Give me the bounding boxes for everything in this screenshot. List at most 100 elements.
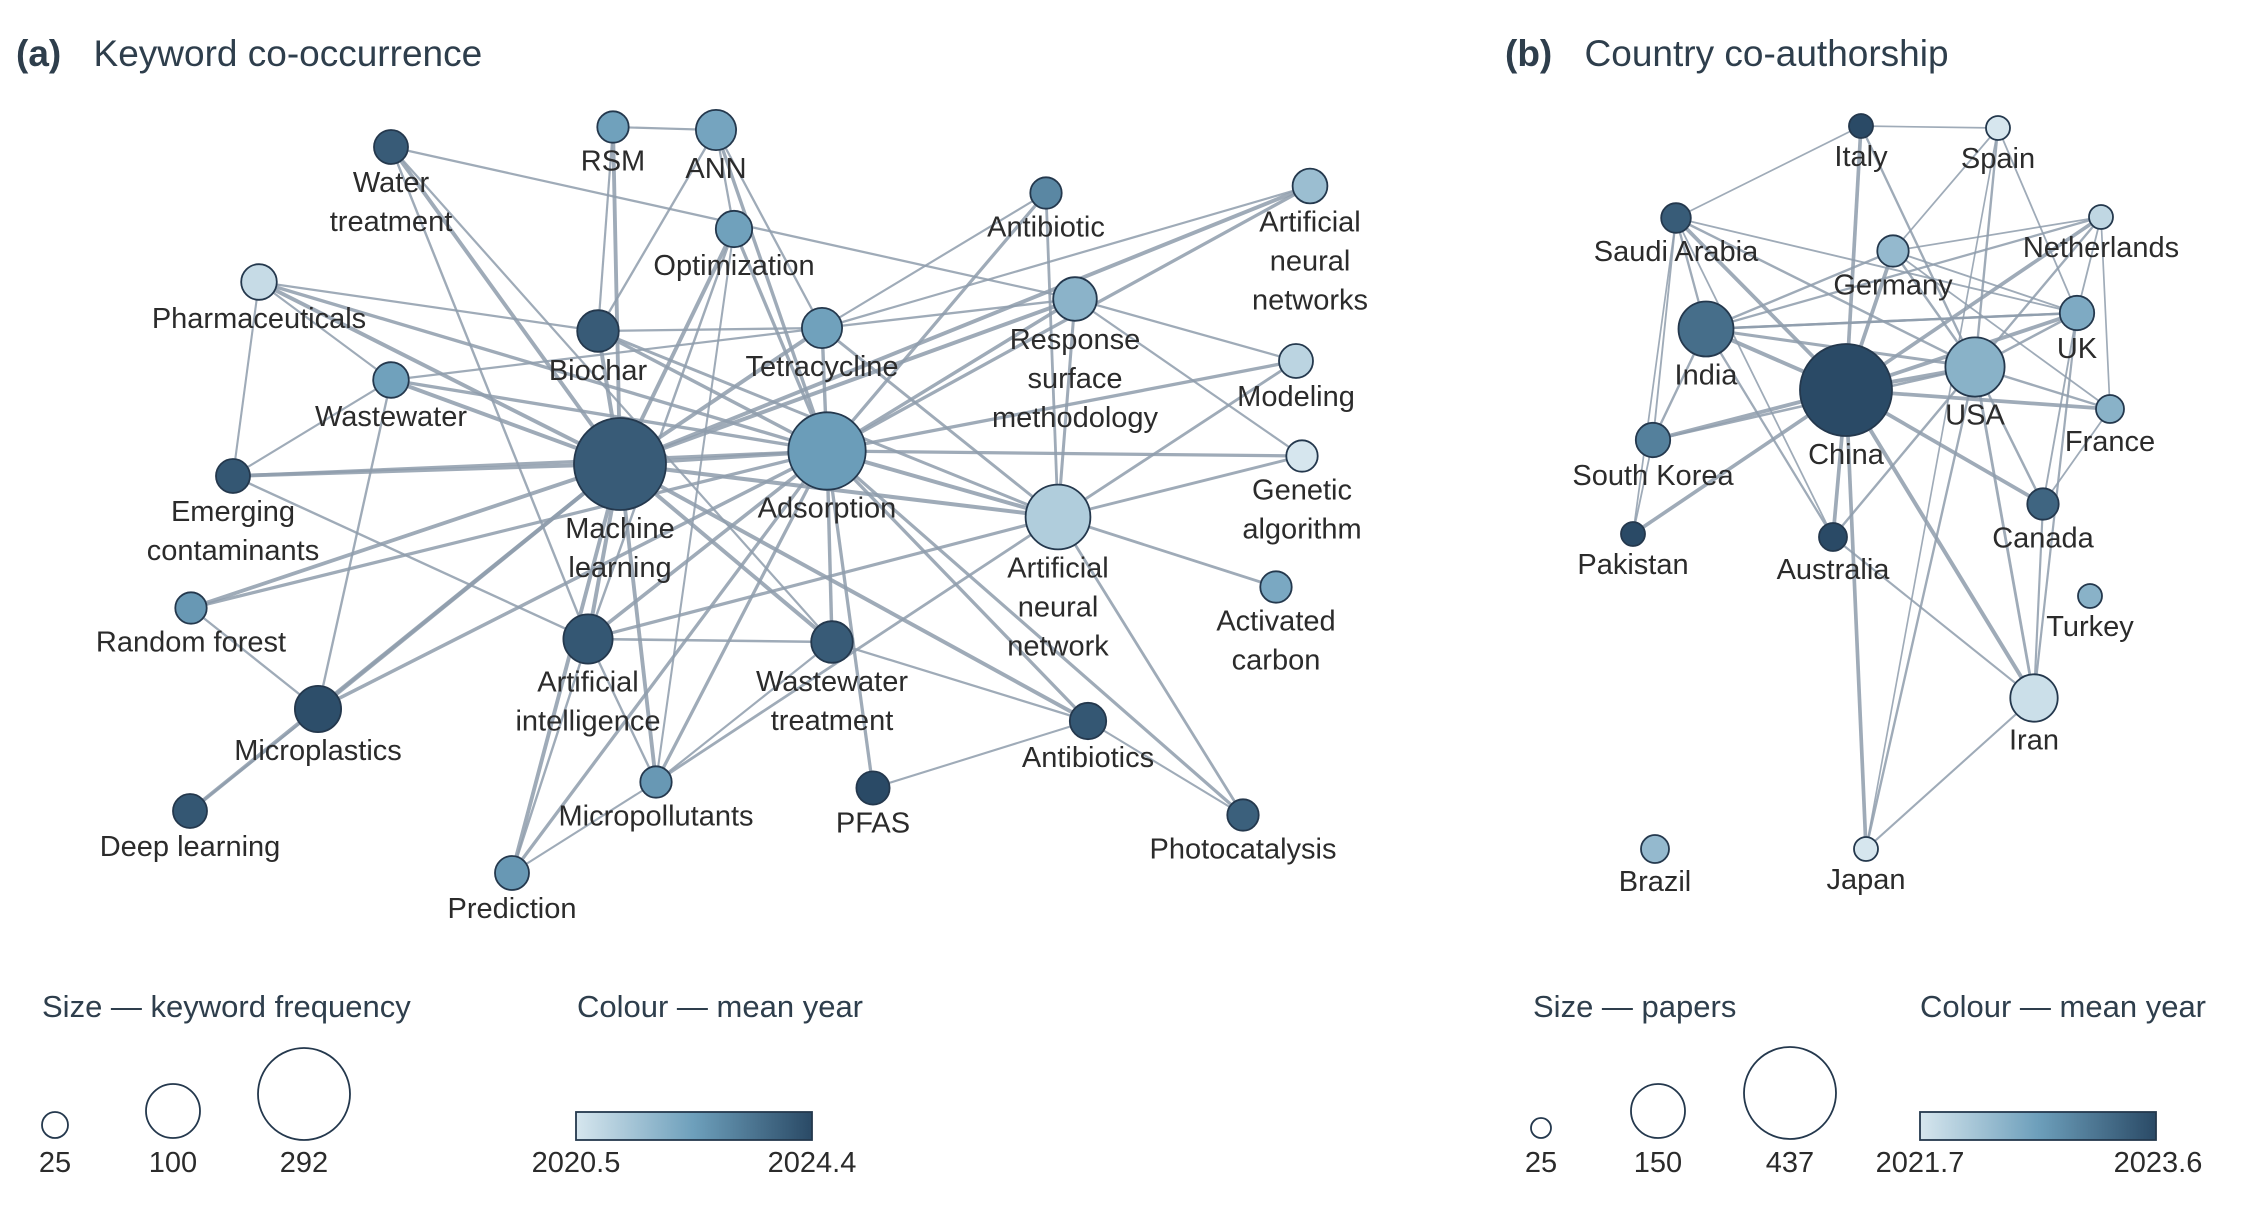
panel-a-labels: Water treatment RSM ANN Optimization Antibiot… [96,146,1368,925]
node-artificial-neural-network [1024,483,1092,551]
panel-b-letter: (b) [1505,33,1552,74]
edge-wastewater-emerging_contaminants [232,379,392,477]
edge-response_surface_methodology-genetic_algorithm [1074,298,1303,457]
edge-water_treatment-artificial_intelligence [389,146,590,640]
edge-modeling-artificial_neural_network [1057,359,1297,519]
edge-adsorption-artificial_intelligence [586,449,829,641]
label-usa: USA [1945,400,2005,432]
panel-a-size-legend-title: Size — keyword frequency [42,989,411,1024]
edge-artificial_neural_networks-machine_learning [619,184,1311,466]
edge-tetracycline-response_surface_methodology [821,297,1076,330]
edge-usa-iran [1973,366,2036,699]
size-legend-tick-small: 25 [39,1147,71,1179]
label-rsm: RSM [581,146,645,178]
edge-rsm-machine_learning [611,126,622,465]
edge-spain-germany [1892,127,1999,252]
label-iran: Iran [2009,725,2059,757]
edge-adsorption-photocatalysis [825,449,1245,817]
edge-wastewater_treatment-micropollutants [655,641,833,783]
size-legend-circle-medium [145,1083,201,1139]
edge-machine_learning-artificial_neural_network [619,462,1059,519]
edge-italy-saudi_arabia [1675,125,1862,219]
size-legend-tick-small: 25 [1525,1147,1557,1179]
edge-artificial_neural_networks-tetracycline [821,184,1311,330]
panel-b-labels: Italy Spain Saudi Arabia Netherlands Germany… [1572,141,2179,898]
edge-artificial_neural_network-artificial_intelligence [587,515,1059,641]
edge-machine_learning-micropollutants [618,463,658,783]
edge-water_treatment-wastewater_treatment [390,146,833,643]
panel-b-colour-legend-title: Colour — mean year [1920,989,2206,1024]
edge-pharmaceuticals-wastewater [258,281,392,381]
panel-a-size-legend: Size — keyword frequency 25 100 292 [39,989,411,1179]
node-photocatalysis [1226,798,1260,832]
label-microplastics: Microplastics [234,735,402,767]
label-emerging-contaminants: Emerging contaminants [147,496,320,567]
edge-uk-canada [2042,312,2078,505]
label-pakistan: Pakistan [1577,549,1688,581]
edge-adsorption-micropollutants [654,450,829,783]
node-optimization [714,209,754,249]
edge-saudi_arabia-australia [1675,217,1834,538]
label-adsorption: Adsorption [758,493,897,525]
node-germany [1876,234,1910,268]
edge-wastewater-microplastics [316,379,393,710]
size-legend-tick-medium: 150 [1634,1147,1682,1179]
node-netherlands [2088,204,2114,230]
node-spain [1985,115,2011,141]
edge-response_surface_methodology-adsorption [826,297,1076,453]
node-ann [695,109,738,152]
edge-adsorption-microplastics [317,449,828,711]
panel-b-colour-legend: Colour — mean year 2021.7 2023.6 [1876,989,2206,1179]
node-china [1799,343,1893,437]
edge-netherlands-germany [1892,216,2102,252]
label-turkey: Turkey [2046,611,2134,643]
node-wastewater [372,361,410,399]
label-machine-learning: Machine learning [565,513,675,584]
edge-india-australia [1705,328,1834,538]
edge-pharmaceuticals-biochar [258,280,599,333]
label-random-forest: Random forest [96,627,286,659]
node-japan [1853,836,1879,862]
edge-antibiotic-adsorption [825,191,1048,453]
edge-modeling-adsorption [826,359,1297,453]
node-iran [2009,673,2059,723]
edge-artificial_intelligence-micropollutants [586,638,658,783]
node-micropollutants [639,765,673,799]
node-artificial-neural-networks [1291,167,1329,205]
edge-germany-uk [1892,250,2078,314]
edge-saudi_arabia-pakistan [1632,217,1677,535]
node-prediction [494,855,530,891]
edge-pharmaceuticals-machine_learning [258,280,621,466]
edge-microplastics-random_forest [190,607,319,710]
edge-genetic_algorithm-adsorption [826,449,1303,458]
label-japan: Japan [1826,864,1905,896]
edge-tetracycline-wastewater [390,326,823,382]
label-prediction: Prediction [448,893,577,925]
edge-emerging_contaminants-adsorption [232,449,828,478]
edge-optimization-adsorption [732,228,829,452]
panel-a-colour-legend: Colour — mean year 2020.5 2024.4 [532,989,863,1179]
edge-spain-uk [1997,127,2078,314]
colour-legend-bar [575,1111,813,1141]
label-wastewater: Wastewater [315,401,467,433]
panel-b-title-text: Country co-authorship [1585,33,1949,74]
edge-canada-iran [2032,503,2045,699]
panel-a-colour-legend-title: Colour — mean year [577,989,863,1024]
edge-australia-iran [1832,536,2035,699]
node-rsm [596,110,630,144]
edge-microplastics-deep_learning [189,708,319,812]
node-australia [1818,522,1848,552]
edge-artificial_intelligence-wastewater_treatment [587,637,833,644]
label-saudi-arabia: Saudi Arabia [1594,236,1759,268]
label-uk: UK [2057,333,2098,365]
edge-germany-india [1705,249,1894,331]
node-adsorption [787,411,867,491]
label-brazil: Brazil [1619,866,1692,898]
panel-b-size-legend: Size — papers 25 150 437 [1525,989,1837,1179]
size-legend-tick-large: 292 [280,1147,328,1179]
label-response-surface-methodology: Response surface methodology [992,324,1159,434]
label-wastewater-treatment: Wastewater treatment [756,666,908,737]
node-artificial-intelligence [562,613,614,665]
node-water-treatment [373,129,409,165]
label-antibiotic: Antibiotic [987,212,1105,244]
